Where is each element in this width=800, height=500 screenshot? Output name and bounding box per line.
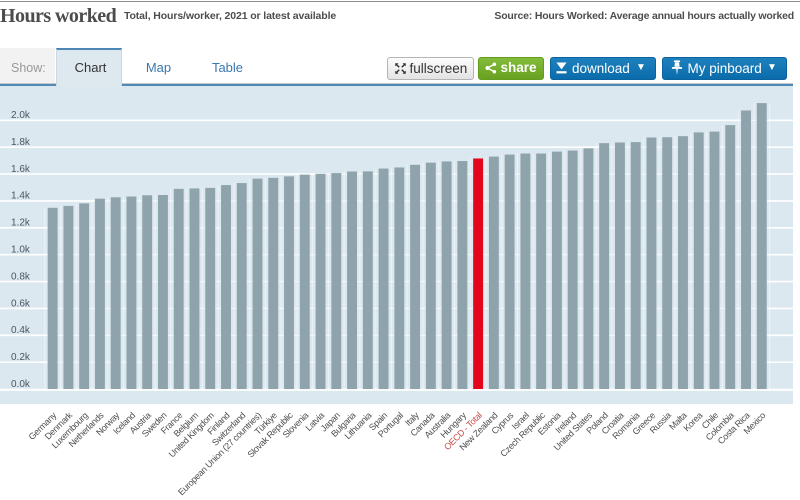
svg-text:0.6k: 0.6k: [11, 298, 31, 309]
svg-text:0.0k: 0.0k: [11, 379, 31, 390]
svg-text:1.2k: 1.2k: [11, 218, 31, 229]
svg-text:0.2k: 0.2k: [11, 352, 31, 363]
svg-text:1.0k: 1.0k: [11, 245, 31, 256]
svg-text:2.0k: 2.0k: [11, 110, 31, 121]
svg-text:1.6k: 1.6k: [11, 164, 31, 175]
svg-text:1.8k: 1.8k: [11, 137, 31, 148]
svg-text:0.4k: 0.4k: [11, 325, 31, 336]
svg-text:1.4k: 1.4k: [11, 191, 31, 202]
svg-text:0.8k: 0.8k: [11, 271, 31, 282]
